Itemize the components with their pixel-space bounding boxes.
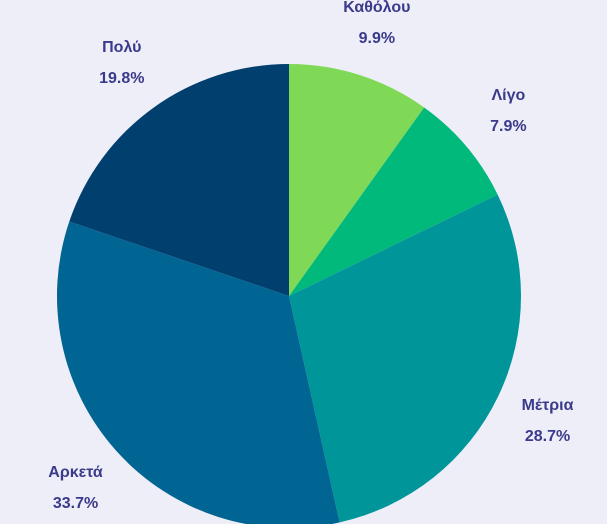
slice-value: 9.9% <box>359 30 395 47</box>
slice-value: 33.7% <box>53 495 98 512</box>
pie-slice <box>289 64 425 296</box>
pie-slice <box>289 107 498 296</box>
slice-value: 19.8% <box>99 70 144 87</box>
pie-slice <box>69 64 289 296</box>
slice-label: Μέτρια <box>522 397 574 414</box>
pie-slice <box>289 194 521 523</box>
slice-label: Πολύ <box>102 39 141 56</box>
slice-label: Αρκετά <box>48 464 103 481</box>
slice-label: Καθόλου <box>343 0 410 16</box>
slice-label: Λίγο <box>492 87 526 104</box>
pie-slice <box>56 221 340 524</box>
slice-value: 28.7% <box>525 428 570 445</box>
slice-value: 7.9% <box>490 118 526 135</box>
